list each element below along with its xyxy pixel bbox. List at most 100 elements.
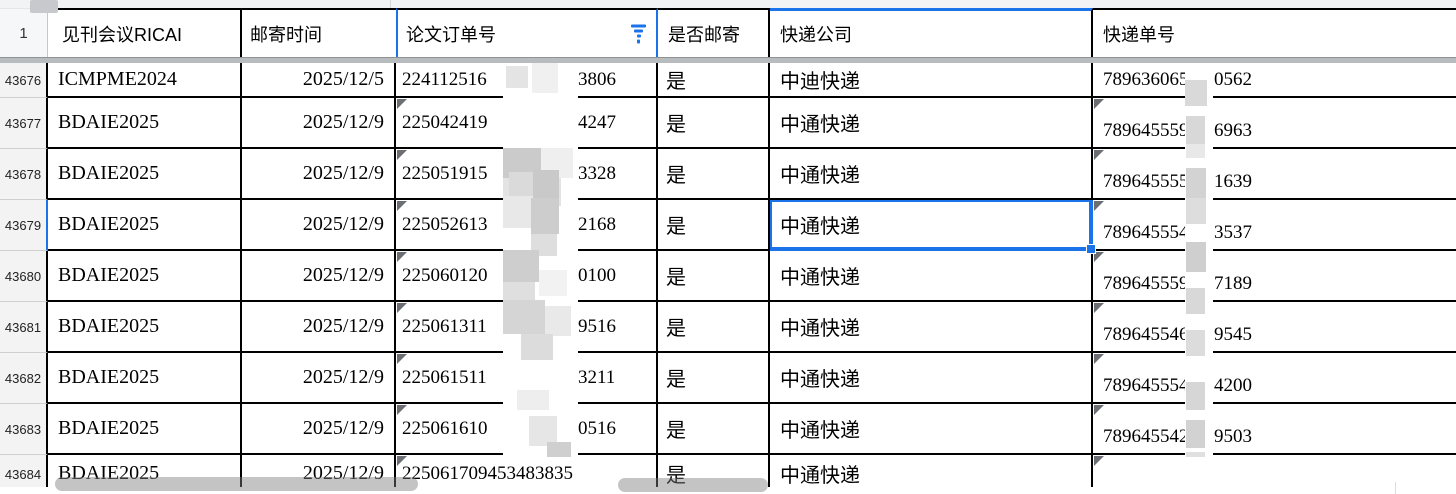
cell-mail-date[interactable]: 2025/12/9 [242, 251, 396, 302]
cell-tracking-number[interactable] [1093, 455, 1456, 494]
cell-corner-marker-icon [1094, 150, 1104, 160]
column-header-conference[interactable]: 见刊会议RICAI [48, 8, 242, 57]
cell-corner-marker-icon [397, 252, 407, 262]
cell-conference[interactable]: BDAIE2025 [48, 149, 242, 200]
cell-courier[interactable]: 中迪快递 [770, 63, 1093, 98]
cell-mail-date[interactable]: 2025/12/9 [242, 149, 396, 200]
cell-courier[interactable]: 中通快递 [770, 251, 1093, 302]
cell-conference[interactable]: BDAIE2025 [48, 455, 242, 494]
row-number[interactable]: 43676 [0, 63, 48, 98]
cell-corner-marker-icon [397, 201, 407, 211]
cell-order-number[interactable]: 225042419 4247 [396, 98, 658, 149]
row-number[interactable]: 43678 [0, 149, 48, 200]
cell-courier[interactable]: 中通快递 [770, 404, 1093, 455]
cell-conference[interactable]: BDAIE2025 [48, 251, 242, 302]
cell-tracking-number[interactable]: 789636065 0562 [1093, 63, 1456, 98]
tracking-number-right-part: 7189 [1214, 273, 1252, 294]
cell-mail-date[interactable]: 2025/12/9 [242, 98, 396, 149]
top-strip-gridline [390, 0, 391, 8]
tracking-number-right-part: 9503 [1214, 426, 1252, 447]
cell-order-number[interactable]: 225061610 0516 [396, 404, 658, 455]
cell-tracking-number[interactable]: 789645554 3537 [1093, 200, 1456, 251]
cell-corner-marker-icon [1094, 201, 1104, 211]
row-header-1[interactable]: 1 [0, 8, 48, 57]
cell-conference[interactable]: BDAIE2025 [48, 302, 242, 353]
cell-mailed[interactable]: 是 [658, 404, 770, 455]
cell-tracking-number[interactable]: 789645554 4200 [1093, 353, 1456, 404]
cell-mailed[interactable]: 是 [658, 302, 770, 353]
row-number[interactable]: 43680 [0, 251, 48, 302]
tracking-number-right-part: 1639 [1214, 171, 1252, 192]
cell-conference[interactable]: BDAIE2025 [48, 98, 242, 149]
filter-funnel-icon[interactable] [631, 24, 646, 43]
row-number[interactable]: 43683 [0, 404, 48, 455]
cell-corner-marker-icon [1094, 303, 1104, 313]
table-row: 43683 BDAIE2025 2025/12/9 225061610 0516… [0, 404, 1456, 455]
cell-mail-date[interactable]: 2025/12/9 [242, 353, 396, 404]
cell-order-number[interactable]: 225052613 2168 [396, 200, 658, 251]
cell-mail-date[interactable]: 2025/12/9 [242, 200, 396, 251]
cell-courier[interactable]: 中通快递 [770, 302, 1093, 353]
cell-conference[interactable]: BDAIE2025 [48, 404, 242, 455]
table-row: 43681 BDAIE2025 2025/12/9 225061311 9516… [0, 302, 1456, 353]
column-header-mailed[interactable]: 是否邮寄 [658, 8, 770, 57]
row-number[interactable]: 43684 [0, 455, 48, 494]
cell-mailed[interactable]: 是 [658, 200, 770, 251]
cell-mail-date[interactable]: 2025/12/9 [242, 404, 396, 455]
row-number[interactable]: 43679 [0, 200, 48, 251]
column-header-courier[interactable]: 快递公司 [770, 8, 1093, 57]
cell-tracking-number[interactable]: 789645559 7189 [1093, 251, 1456, 302]
cell-order-number[interactable]: 225061709453483835 [396, 455, 658, 494]
cell-conference[interactable]: BDAIE2025 [48, 353, 242, 404]
cell-courier[interactable]: 中通快递 [770, 353, 1093, 404]
cell-mailed[interactable]: 是 [658, 353, 770, 404]
column-header-tracking-number[interactable]: 快递单号 [1093, 8, 1456, 57]
column-header-mail-date[interactable]: 邮寄时间 [242, 8, 396, 57]
cell-corner-marker-icon [1094, 354, 1104, 364]
cell-order-number[interactable]: 225061511 3211 [396, 353, 658, 404]
cell-order-number[interactable]: 225061311 9516 [396, 302, 658, 353]
cell-conference[interactable]: BDAIE2025 [48, 200, 242, 251]
cell-courier[interactable]: 中通快递 [770, 455, 1093, 494]
cell-order-number[interactable]: 225051915 3328 [396, 149, 658, 200]
fill-handle[interactable] [1086, 244, 1096, 254]
cell-tracking-number[interactable]: 789645546 9545 [1093, 302, 1456, 353]
tracking-number-left-part: 789645555 [1103, 171, 1189, 192]
tracking-number-right-part: 6963 [1214, 120, 1252, 141]
cell-mailed[interactable]: 是 [658, 251, 770, 302]
cell-mailed[interactable]: 是 [658, 63, 770, 98]
order-number-left-part: 225051915 [402, 162, 488, 184]
order-number-right-part: 3211 [578, 366, 616, 388]
order-number-left-part: 225061311 [402, 315, 487, 337]
cell-mail-date[interactable]: 2025/12/9 [242, 302, 396, 353]
scroll-thumb[interactable] [30, 0, 58, 13]
row-number[interactable]: 43681 [0, 302, 48, 353]
cell-conference[interactable]: ICMPME2024 [48, 63, 242, 98]
cell-courier[interactable]: 中通快递 [770, 149, 1093, 200]
cell-mail-date[interactable]: 2025/12/5 [242, 63, 396, 98]
cell-order-number[interactable]: 224112516 3806 [396, 63, 658, 98]
table-body: 43676 ICMPME2024 2025/12/5 224112516 380… [0, 63, 1456, 494]
tracking-number-right-part: 0562 [1214, 69, 1252, 90]
cell-tracking-number[interactable]: 789645555 1639 [1093, 149, 1456, 200]
cell-tracking-number[interactable]: 789645559 6963 [1093, 98, 1456, 149]
cell-mailed[interactable]: 是 [658, 149, 770, 200]
cell-courier[interactable]: 中通快递 [770, 98, 1093, 149]
tracking-number-left-part: 789645554 [1103, 222, 1189, 243]
cell-tracking-number[interactable]: 789645542 9503 [1093, 404, 1456, 455]
cell-mailed[interactable]: 是 [658, 455, 770, 494]
column-header-order-number[interactable]: 论文订单号 [396, 8, 658, 57]
row-number[interactable]: 43682 [0, 353, 48, 404]
cell-mailed[interactable]: 是 [658, 98, 770, 149]
cell-mail-date[interactable]: 2025/12/9 [242, 455, 396, 494]
cell-order-number[interactable]: 225060120 0100 [396, 251, 658, 302]
order-number-right-part: 9516 [578, 315, 616, 337]
row-number[interactable]: 43677 [0, 98, 48, 149]
order-number-right-part: 3328 [578, 162, 616, 184]
cell-corner-marker-icon [397, 99, 407, 109]
cell-corner-marker-icon [397, 405, 407, 415]
cell-corner-marker-icon [397, 456, 407, 466]
top-strip [0, 0, 1456, 8]
cell-courier[interactable]: 中通快递 [770, 200, 1096, 254]
order-number-left-part: 225060120 [402, 264, 488, 286]
